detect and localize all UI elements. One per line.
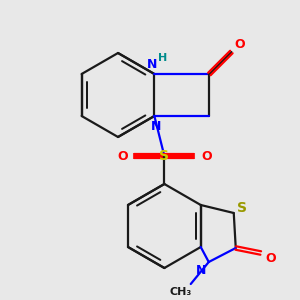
Text: O: O <box>201 149 212 163</box>
Text: CH₃: CH₃ <box>169 287 192 297</box>
Text: N: N <box>147 58 158 70</box>
Text: S: S <box>159 149 170 163</box>
Text: O: O <box>234 38 245 50</box>
Text: N: N <box>151 119 162 133</box>
Text: S: S <box>237 201 247 215</box>
Text: H: H <box>158 53 167 63</box>
Text: O: O <box>117 149 128 163</box>
Text: N: N <box>196 263 206 277</box>
Text: O: O <box>266 251 276 265</box>
